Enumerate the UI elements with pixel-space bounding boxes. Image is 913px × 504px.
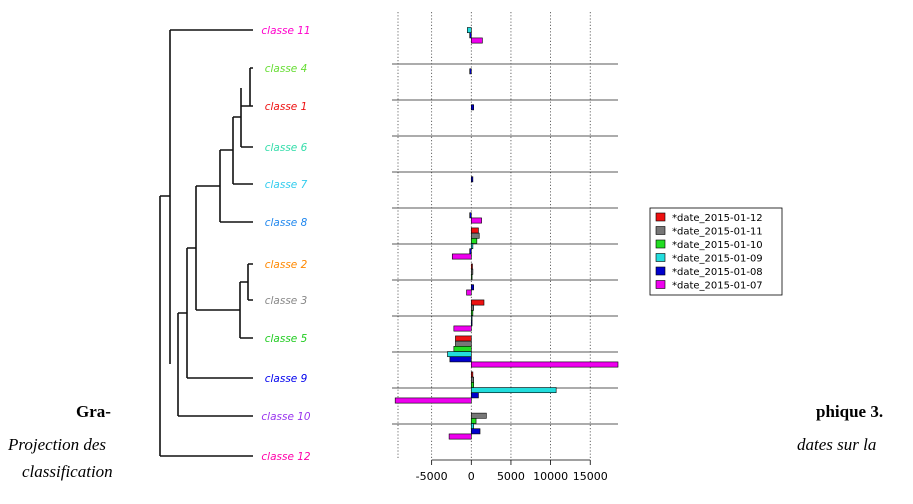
class-label: classe 7 bbox=[265, 179, 308, 191]
bar bbox=[470, 284, 474, 291]
bar bbox=[448, 433, 472, 440]
bar bbox=[470, 412, 487, 419]
class-label: classe 1 bbox=[265, 101, 308, 113]
class-label: classe 5 bbox=[265, 333, 308, 345]
bar bbox=[466, 289, 472, 296]
dendrogram-branch bbox=[232, 116, 253, 185]
bar bbox=[470, 238, 478, 244]
bar bbox=[469, 68, 472, 75]
bar bbox=[470, 217, 482, 224]
dendrogram bbox=[159, 29, 253, 457]
bar bbox=[470, 176, 474, 183]
x-axis: -5000 0 5000 10000 15000 bbox=[416, 459, 608, 483]
legend-label: *date_2015-01-10 bbox=[672, 240, 763, 251]
bar bbox=[470, 232, 480, 239]
legend-swatch bbox=[655, 212, 666, 222]
bar bbox=[470, 104, 474, 111]
dendrogram-branch bbox=[195, 185, 240, 311]
dendrogram-branch bbox=[239, 263, 253, 339]
bar bbox=[470, 361, 619, 368]
bar bbox=[453, 346, 472, 352]
class-label: classe 4 bbox=[265, 63, 308, 75]
dendrogram-branch bbox=[219, 149, 253, 223]
bar bbox=[470, 227, 479, 234]
x-tick-label: 15000 bbox=[573, 470, 608, 483]
legend-label: *date_2015-01-08 bbox=[672, 267, 763, 278]
class-label: classe 2 bbox=[265, 259, 308, 271]
bar bbox=[469, 248, 472, 255]
bar bbox=[470, 315, 473, 322]
legend-swatch bbox=[655, 239, 666, 249]
legend-label: *date_2015-01-09 bbox=[672, 254, 763, 265]
dendrogram-branch bbox=[240, 67, 253, 148]
class-label: classe 12 bbox=[261, 451, 311, 463]
legend-label: *date_2015-01-07 bbox=[672, 281, 763, 292]
dendrogram-branch bbox=[186, 247, 253, 379]
caption-right-bold: phique 3. bbox=[816, 402, 884, 421]
x-tick-label: -5000 bbox=[416, 470, 448, 483]
bars bbox=[394, 27, 619, 440]
dendrogram-branch bbox=[177, 312, 253, 417]
bar bbox=[470, 320, 473, 327]
x-tick-label: 0 bbox=[468, 470, 475, 483]
bar bbox=[470, 37, 483, 44]
class-label: classe 10 bbox=[261, 411, 311, 423]
bar bbox=[470, 418, 477, 424]
bar bbox=[470, 376, 474, 383]
dendrogram-branch bbox=[159, 195, 253, 457]
bar bbox=[470, 299, 485, 306]
bar bbox=[470, 428, 481, 435]
bar bbox=[394, 397, 472, 404]
bar bbox=[455, 335, 472, 342]
class-labels: classe 11 classe 4 classe 1 classe 6 classe … bbox=[261, 25, 311, 463]
legend-swatch bbox=[655, 266, 666, 276]
legend-box bbox=[649, 207, 783, 296]
legend-swatch bbox=[655, 226, 666, 235]
bar bbox=[470, 268, 474, 275]
bar bbox=[469, 32, 472, 39]
class-label: classe 3 bbox=[265, 295, 308, 307]
bar bbox=[470, 423, 474, 430]
legend-swatch bbox=[655, 280, 666, 289]
caption-left-line3: classification bbox=[22, 462, 113, 481]
class-label: classe 9 bbox=[265, 373, 308, 385]
x-tick-label: 5000 bbox=[497, 470, 525, 483]
bar bbox=[453, 325, 472, 332]
bar bbox=[470, 392, 479, 399]
legend-label: *date_2015-01-11 bbox=[672, 227, 763, 238]
bar bbox=[470, 274, 473, 280]
legend-swatch bbox=[655, 253, 666, 262]
bar bbox=[470, 382, 474, 388]
bar bbox=[467, 27, 472, 34]
class-label: classe 6 bbox=[265, 142, 308, 154]
bar bbox=[470, 304, 474, 311]
legend-label: *date_2015-01-12 bbox=[672, 213, 763, 224]
bar bbox=[470, 263, 473, 270]
bar bbox=[470, 387, 557, 394]
bar bbox=[455, 340, 472, 347]
caption-left-line2: Projection des bbox=[8, 435, 107, 454]
bar bbox=[470, 371, 474, 378]
legend: *date_2015-01-12 *date_2015-01-11 *date_20… bbox=[649, 207, 783, 296]
bar bbox=[470, 310, 474, 316]
bar bbox=[447, 351, 472, 358]
bar bbox=[449, 356, 472, 363]
bar bbox=[470, 243, 474, 250]
bar bbox=[451, 253, 472, 260]
plot-grid bbox=[392, 12, 618, 458]
caption-left-bold: Gra- bbox=[76, 402, 111, 421]
x-tick-label: 10000 bbox=[533, 470, 568, 483]
bar bbox=[469, 212, 472, 219]
caption-right-line2: dates sur la bbox=[797, 435, 877, 454]
class-label: classe 8 bbox=[265, 217, 308, 229]
class-label: classe 11 bbox=[261, 25, 310, 37]
dendrogram-branch bbox=[169, 29, 253, 264]
